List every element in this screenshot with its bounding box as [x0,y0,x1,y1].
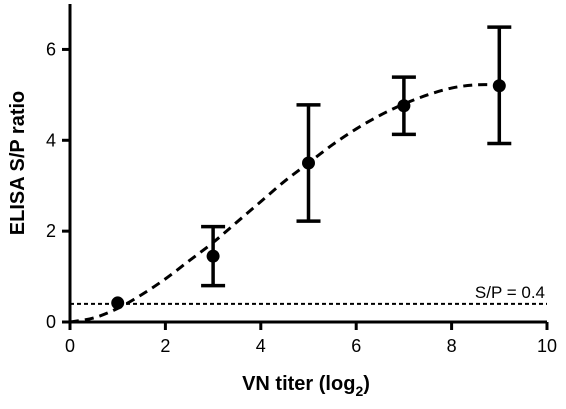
data-point [492,79,506,93]
x-tick-label: 10 [537,336,557,356]
x-axis-title-subscript: 2 [355,383,363,399]
y-tick-label: 6 [46,39,56,59]
data-point [111,296,125,310]
data-point [302,156,315,170]
y-axis-title: ELISA S/P ratio [7,91,29,235]
x-tick-label: 6 [351,336,361,356]
x-axis-title-end: ) [363,373,370,395]
y-tick-label: 4 [46,130,56,150]
x-tick-label: 8 [447,336,457,356]
x-ticks: 0 2 4 6 8 10 [65,322,557,356]
x-tick-label: 0 [65,336,75,356]
reference-line-label: S/P = 0.4 [475,283,545,302]
y-ticks: 0 2 4 6 [46,39,70,332]
x-tick-label: 2 [160,336,170,356]
data-points [111,25,512,310]
y-tick-label: 2 [46,221,56,241]
data-point [206,249,220,263]
plot-area: 0 2 4 6 8 10 0 2 4 6 S/P = 0.4 [46,4,557,356]
x-axis-title: VN titer (log2) [242,373,370,399]
y-tick-label: 0 [46,312,56,332]
x-axis-title-main: VN titer (log [242,373,355,395]
x-tick-label: 4 [256,336,266,356]
data-point [397,99,411,113]
fit-curve [69,83,500,324]
